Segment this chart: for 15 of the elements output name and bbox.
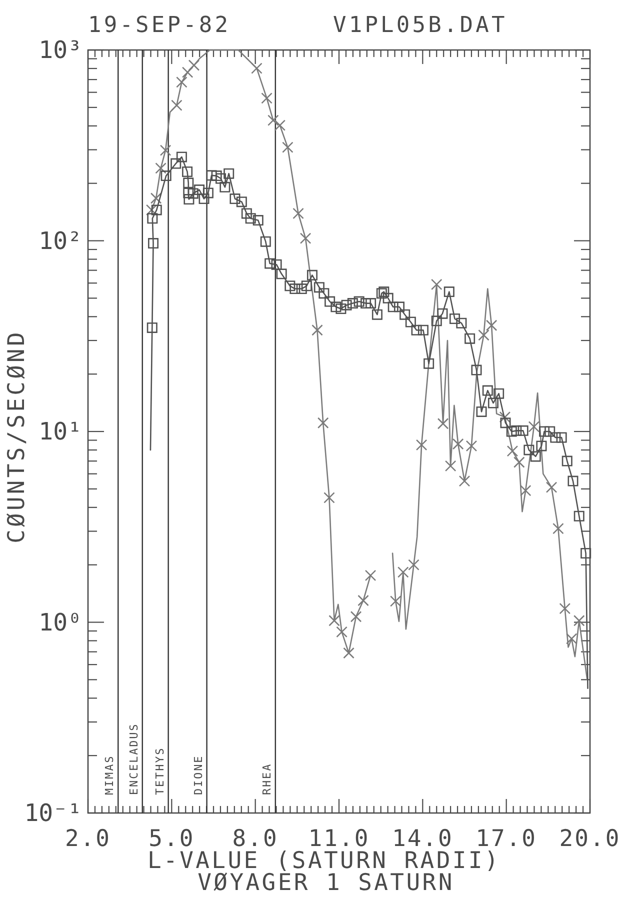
ref-line-label: DIONE [192, 754, 205, 795]
ref-line-label: RHEA [260, 762, 274, 795]
ref-line-label: ENCELADUS [127, 722, 140, 795]
y-tick-label: 10⁰ [38, 608, 82, 636]
ref-line-label: MIMAS [103, 754, 116, 795]
y-tick-label: 10² [38, 226, 82, 255]
y-axis-title: CØUNTS/SECØND [4, 330, 30, 544]
ref-line-label: TETHYS [153, 746, 166, 795]
chart-subtitle: V1PL05B.DAT [333, 13, 508, 38]
y-tick-label: 10¹ [38, 418, 82, 446]
chart-title: 19-SEP-82 [88, 13, 231, 38]
y-tick-label: 10⁻¹ [24, 799, 82, 827]
x-tick-label: 20.0 [559, 826, 621, 852]
x-tick-label: 2.0 [64, 826, 112, 852]
y-tick-label: 10³ [38, 36, 82, 64]
